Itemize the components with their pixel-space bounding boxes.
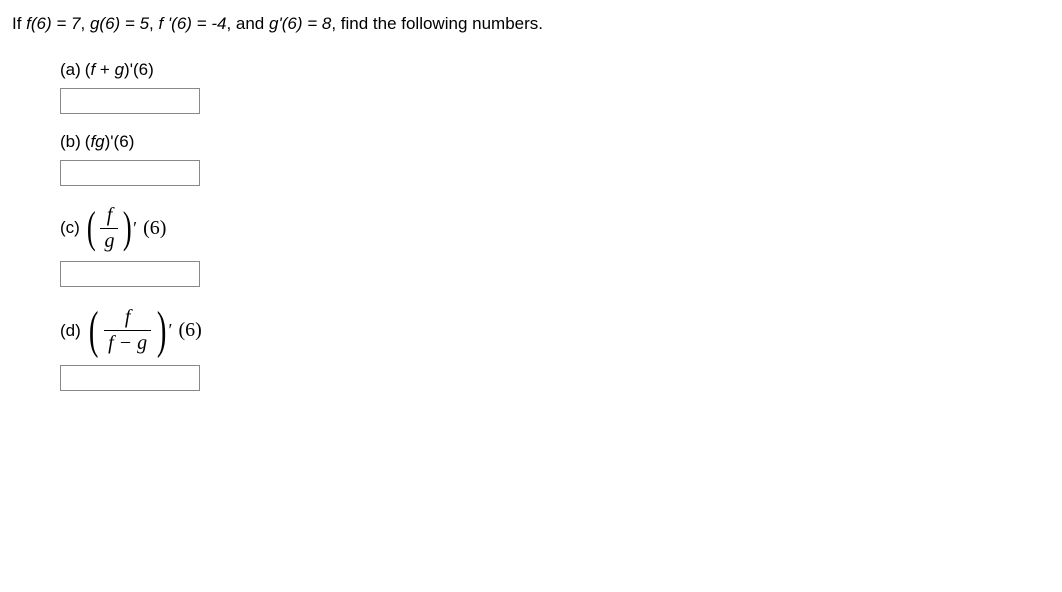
fraction-c-denominator: g — [100, 228, 118, 253]
and-text: , and — [226, 14, 269, 33]
part-b-prefix: (b) — [60, 132, 81, 152]
fraction-d-numerator: f — [121, 306, 135, 330]
answer-input-d[interactable] — [60, 365, 200, 391]
fraction-c-numerator: f — [103, 204, 117, 228]
eval-point-d: (6) — [178, 319, 201, 342]
fraction-d: f f − g — [104, 306, 151, 355]
part-a-expr: (f + g)'(6) — [85, 60, 154, 80]
left-paren-icon: ( — [89, 305, 99, 357]
part-a: (a) (f + g)'(6) — [60, 60, 1050, 114]
parts-container: (a) (f + g)'(6) (b) (fg)'(6) (c) ( f g ) — [60, 60, 1050, 391]
gprime-value: g'(6) = 8 — [269, 14, 331, 33]
fraction-c: f g — [100, 204, 118, 253]
part-b-expr: (fg)'(6) — [85, 132, 135, 152]
prompt-prefix: If — [12, 14, 26, 33]
left-paren-icon: ( — [87, 206, 96, 250]
prime-mark-d: ′ — [169, 320, 173, 341]
eval-point-c: (6) — [143, 217, 166, 240]
fraction-d-denominator: f − g — [104, 330, 151, 355]
prompt-tail: , find the following numbers. — [331, 14, 543, 33]
right-paren-icon: ) — [123, 206, 132, 250]
part-c-expr: ( f g ) ′ (6) — [84, 204, 167, 253]
fraction-paren-d: ( f f − g ) — [85, 305, 171, 357]
part-c-label: (c) ( f g ) ′ (6) — [60, 204, 1050, 253]
part-b-label: (b) (fg)'(6) — [60, 132, 1050, 152]
answer-input-c[interactable] — [60, 261, 200, 287]
part-a-label: (a) (f + g)'(6) — [60, 60, 1050, 80]
fraction-paren-c: ( f g ) — [84, 204, 135, 253]
prime-mark-c: ′ — [133, 218, 137, 239]
sep1: , — [81, 14, 90, 33]
part-d-expr: ( f f − g ) ′ (6) — [85, 305, 202, 357]
part-a-prefix: (a) — [60, 60, 81, 80]
right-paren-icon: ) — [157, 305, 167, 357]
part-c: (c) ( f g ) ′ (6) — [60, 204, 1050, 287]
part-b: (b) (fg)'(6) — [60, 132, 1050, 186]
answer-input-b[interactable] — [60, 160, 200, 186]
fprime-value: f '(6) = -4 — [158, 14, 226, 33]
question-prompt: If f(6) = 7, g(6) = 5, f '(6) = -4, and … — [12, 12, 1050, 36]
part-c-prefix: (c) — [60, 218, 80, 238]
g-value: g(6) = 5 — [90, 14, 149, 33]
answer-input-a[interactable] — [60, 88, 200, 114]
part-d-prefix: (d) — [60, 321, 81, 341]
part-d-label: (d) ( f f − g ) ′ (6) — [60, 305, 1050, 357]
part-d: (d) ( f f − g ) ′ (6) — [60, 305, 1050, 391]
f-value: f(6) = 7 — [26, 14, 80, 33]
